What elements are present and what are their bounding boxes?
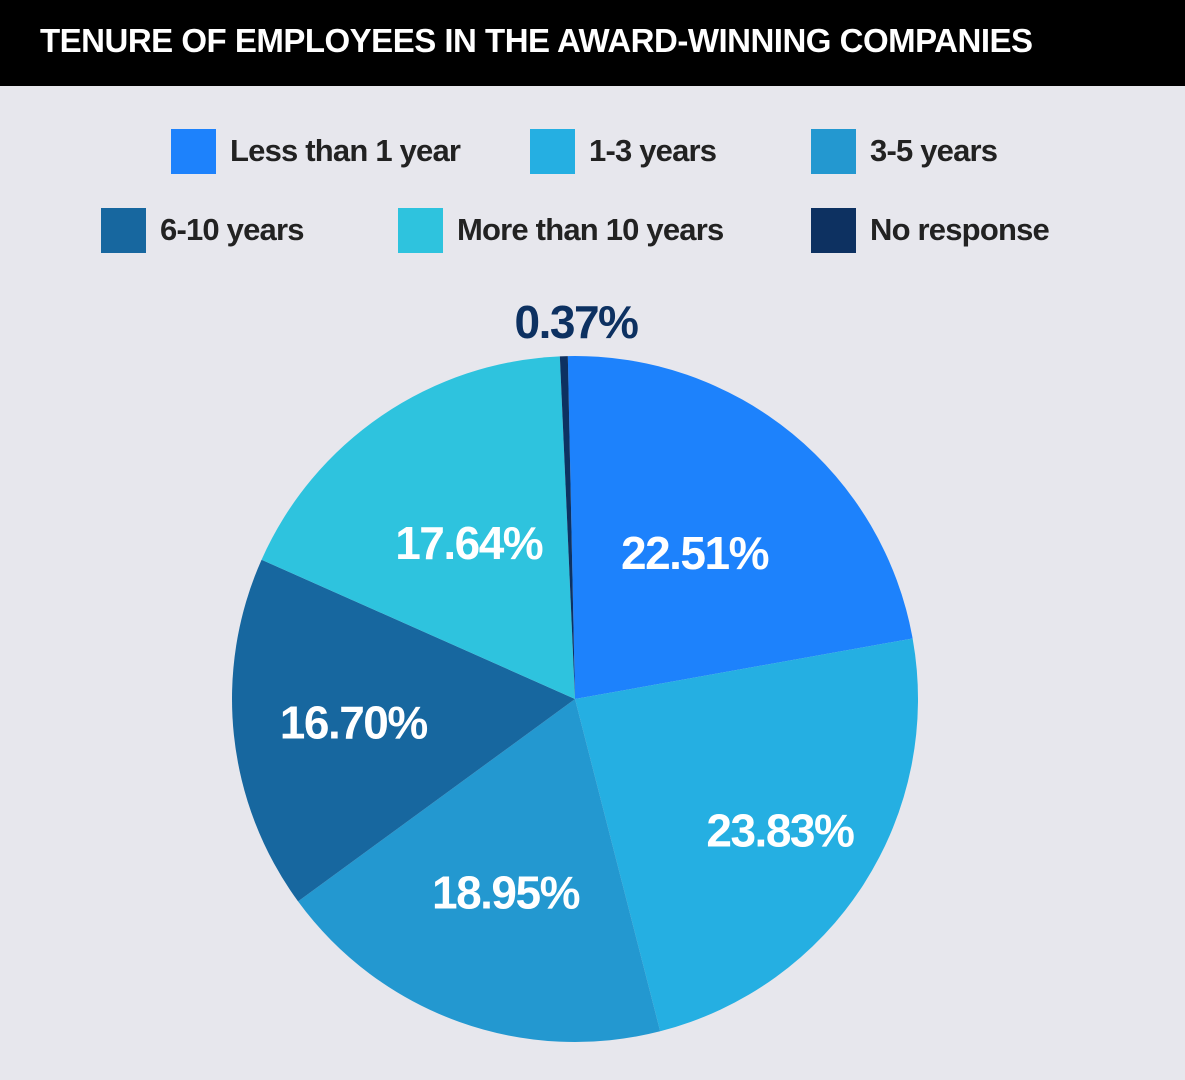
- title-bar: TENURE OF EMPLOYEES IN THE AWARD-WINNING…: [0, 0, 1185, 86]
- pie-slice-less-than-1-year: [567, 356, 913, 699]
- legend-label: Less than 1 year: [230, 133, 461, 168]
- data-label-6-10-years: 16.70%: [280, 697, 428, 749]
- pie-slice-more-than-10-years: [261, 356, 575, 699]
- legend-swatch: [530, 128, 575, 174]
- chart-title: TENURE OF EMPLOYEES IN THE AWARD-WINNING…: [40, 22, 1033, 59]
- legend-item-less-than-1-year: Less than 1 year: [171, 128, 461, 174]
- legend-item-more-than-10-years: More than 10 years: [398, 207, 724, 253]
- legend-swatch: [101, 207, 146, 253]
- legend-label: More than 10 years: [457, 212, 724, 247]
- data-label-more-than-10-years: 17.64%: [395, 517, 543, 569]
- legend-label: 1-3 years: [589, 133, 717, 168]
- legend-item-3-5-years: 3-5 years: [811, 128, 998, 174]
- data-label-no-response: 0.37%: [515, 296, 639, 348]
- data-label-3-5-years: 18.95%: [432, 867, 580, 919]
- legend-item-no-response: No response: [811, 207, 1050, 253]
- pie-slice-6-10-years: [232, 559, 576, 902]
- legend-swatch: [398, 207, 443, 253]
- legend-swatch: [811, 128, 856, 174]
- legend-label: 6-10 years: [160, 212, 304, 247]
- legend-item-6-10-years: 6-10 years: [101, 207, 304, 253]
- legend-label: No response: [870, 212, 1050, 247]
- data-label-less-than-1-year: 22.51%: [621, 527, 769, 579]
- pie-slice-1-3-years: [575, 638, 919, 1032]
- legend-swatch: [171, 128, 216, 174]
- legend-item-1-3-years: 1-3 years: [530, 128, 717, 174]
- pie-slice-3-5-years: [298, 699, 661, 1043]
- legend-label: 3-5 years: [870, 133, 998, 168]
- pie-slice-no-response: [559, 356, 575, 699]
- legend-swatch: [811, 207, 856, 253]
- data-label-1-3-years: 23.83%: [706, 805, 854, 857]
